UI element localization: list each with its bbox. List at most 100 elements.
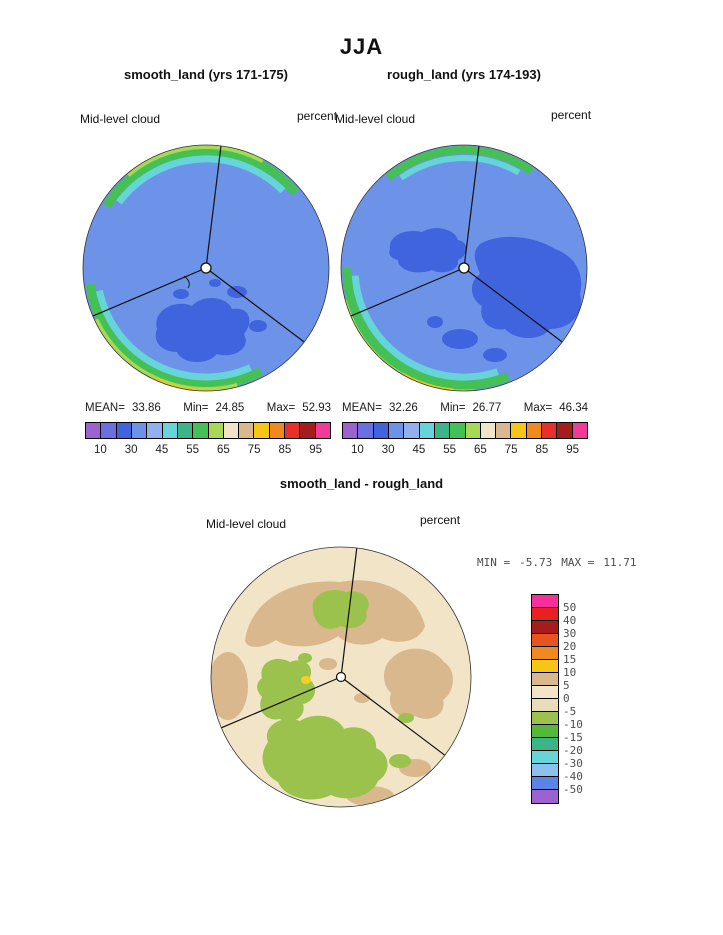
contour-band-yellow-green (125, 145, 265, 177)
contour-band-cyan (351, 275, 499, 381)
colorbar-segment (496, 423, 512, 438)
mean-value: 32.26 (388, 402, 418, 414)
colorbar-segment (532, 634, 558, 647)
contour-blob-yellow (301, 676, 311, 684)
colorbar-segment (116, 423, 132, 438)
colorbar-segment (532, 621, 558, 634)
colorbar-tick-label: -50 (563, 783, 583, 796)
diff-panel-title: smooth_land - rough_land (279, 476, 444, 491)
stats-row-rough: MEAN= 32.26 Min= 26.77 Max= 46.34 (342, 402, 588, 414)
colorbar-segment (254, 423, 270, 438)
max-label: Max= (523, 402, 553, 414)
colorbar-segment (572, 423, 587, 438)
colorbar-segment (532, 777, 558, 790)
map-outline (340, 144, 588, 392)
contour-blob (298, 653, 312, 663)
min-label: Min= (440, 402, 466, 414)
colorbar-segment (511, 423, 527, 438)
colorbar-tick-label: 10 (563, 666, 577, 679)
colorbar-tick-label: 85 (535, 444, 549, 456)
contour-blob (427, 316, 443, 328)
colorbar-rough (342, 422, 588, 439)
colorbar-segment (465, 423, 481, 438)
diff-min-label: MIN = (477, 556, 511, 569)
max-label: Max= (266, 402, 296, 414)
contour-band-green (342, 267, 510, 390)
meridian-line (205, 267, 305, 343)
contour-blob (354, 693, 370, 703)
pole-marker (458, 262, 470, 274)
colorbar-tick-label: 75 (504, 444, 518, 456)
contour-blob (262, 715, 388, 800)
colorbar-segment (404, 423, 420, 438)
colorbar-tick-label: 95 (309, 444, 323, 456)
colorbar-segment (147, 423, 163, 438)
colorbar-segment (131, 423, 148, 438)
panel-title-rough-land: rough_land (yrs 174-193) (387, 67, 541, 82)
colorbar-smooth (85, 422, 331, 439)
colorbar-tick-label: 15 (563, 653, 577, 666)
variable-label-diff: Mid-level cloud (206, 517, 287, 531)
colorbar-segment (526, 423, 543, 438)
colorbar-tick-label: 10 (350, 444, 364, 456)
diff-min-max: MIN = -5.73 MAX = 11.71 (477, 556, 637, 569)
colorbar-tick-label: 20 (563, 640, 577, 653)
colorbar-tick-label: 30 (381, 444, 395, 456)
meridian-line (463, 145, 480, 269)
colorbar-tick-label: 55 (186, 444, 200, 456)
colorbar-segment (480, 423, 497, 438)
panel-title-smooth-land: smooth_land (yrs 171-175) (123, 67, 288, 82)
colorbar-segment (532, 699, 558, 712)
colorbar-tick-label: -20 (563, 744, 583, 757)
colorbar-segment (532, 790, 558, 803)
colorbar-diff-labels: 50 40 30 20 15 10 5 0 -5 -10 -15 -20 -30 -40 -50 (563, 594, 605, 802)
contour-blob (471, 236, 582, 339)
colorbar-ticks-rough: 10 30 45 55 65 75 85 95 (342, 444, 588, 458)
contour-band-green (385, 146, 534, 181)
contour-blob (442, 329, 478, 349)
colorbar-segment (532, 725, 558, 738)
colorbar-segment (450, 423, 466, 438)
colorbar-tick-label: 45 (155, 444, 169, 456)
contour-blob (312, 590, 369, 629)
map-outline (210, 546, 472, 808)
colorbar-tick-label: 30 (124, 444, 138, 456)
figure-title: JJA (339, 34, 384, 59)
colorbar-tick-label: -10 (563, 718, 583, 731)
contour-band-cyan (95, 289, 252, 381)
min-value: 26.77 (472, 402, 502, 414)
contour-blob (389, 228, 467, 273)
colorbar-tick-label: 40 (563, 614, 577, 627)
contour-blob (389, 754, 411, 768)
colorbar-tick-label: -30 (563, 757, 583, 770)
contour-blob (209, 279, 221, 287)
colorbar-segment (532, 673, 558, 686)
colorbar-segment (532, 738, 558, 751)
colorbar-tick-label: 0 (563, 692, 570, 705)
colorbar-tick-label: -40 (563, 770, 583, 783)
colorbar-diff (531, 594, 559, 804)
meridian-line (92, 267, 207, 317)
colorbar-segment (419, 423, 435, 438)
coastline-mark (183, 275, 190, 289)
colorbar-tick-label: 10 (93, 444, 107, 456)
colorbar-segment (358, 423, 374, 438)
map-smooth-land (82, 144, 330, 392)
colorbar-segment (315, 423, 330, 438)
colorbar-tick-label: 30 (563, 627, 577, 640)
meridian-line (221, 676, 342, 729)
colorbar-segment (86, 423, 102, 438)
colorbar-segment (101, 423, 117, 438)
colorbar-tick-label: 55 (443, 444, 457, 456)
colorbar-segment (223, 423, 240, 438)
colorbar-segment (532, 686, 558, 699)
diff-min-value: -5.73 (519, 556, 553, 569)
contour-band-cyan (116, 155, 286, 205)
colorbar-segment (193, 423, 209, 438)
colorbar-segment (532, 751, 558, 764)
mean-label: MEAN= (85, 402, 125, 414)
colorbar-tick-label: 65 (473, 444, 487, 456)
contour-blob (383, 648, 453, 719)
contour-blob (319, 658, 337, 670)
meridian-line (340, 547, 358, 678)
